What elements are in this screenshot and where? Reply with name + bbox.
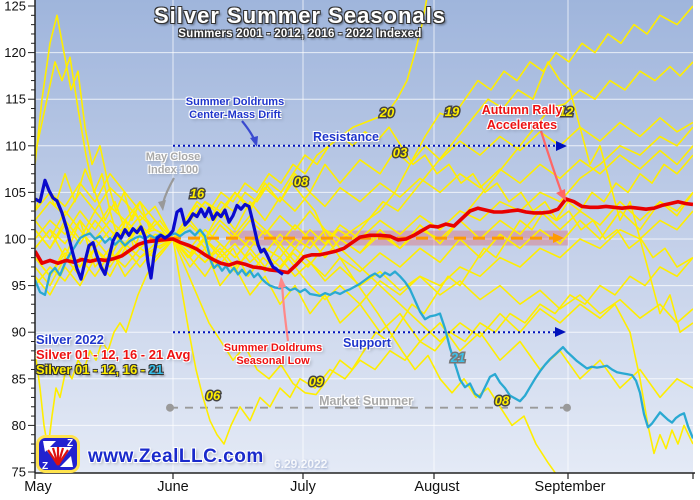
seasonal-low-arrow-head [278, 276, 286, 288]
seasonal-low-arrow [280, 284, 290, 342]
annotation-may-close: May Close Index 100 [145, 151, 201, 177]
zeal-logo: Z Z [36, 435, 80, 473]
annotation-summer-doldrums-drift: Summer Doldrums Center-Mass Drift [185, 96, 285, 122]
y-tick-label: 120 [4, 45, 26, 60]
y-tick-label: 95 [12, 278, 26, 293]
y-tick-label: 80 [12, 418, 26, 433]
y-tick-label: 125 [4, 0, 26, 14]
series-2022 [35, 178, 284, 281]
market-summer-line-dot [166, 403, 174, 412]
market-summer-line-dot [563, 403, 571, 412]
autumn-rally-arrow [539, 130, 564, 195]
year-label-03: 03 [393, 145, 408, 160]
annotation-market-summer: Market Summer [319, 394, 413, 408]
series-2012 [35, 61, 693, 259]
year-label-19: 19 [445, 104, 460, 119]
year-label-08: 08 [294, 174, 309, 189]
website-link[interactable]: www.ZealLLC.com [88, 446, 264, 467]
annotation-seasonal-low: Summer Doldrums Seasonal Low [223, 342, 323, 368]
year-label-21: 21 [450, 350, 465, 365]
series-2005 [35, 173, 693, 278]
series-2021 [35, 228, 693, 439]
page-subtitle: Summers 2001 - 2012, 2016 - 2022 Indexed [178, 28, 422, 40]
autumn-rally-arrow-head [556, 189, 566, 201]
series-2011 [35, 14, 693, 334]
x-tick-label: July [290, 479, 317, 495]
legend-year-21: 21 [148, 362, 164, 377]
annotation-support: Support [343, 336, 391, 350]
x-tick-label: June [157, 479, 188, 495]
series-2020 [35, 0, 428, 240]
series-2002 [35, 145, 693, 296]
series-2003 [35, 117, 693, 250]
y-tick-label: 85 [12, 371, 26, 386]
y-tick-label: 115 [5, 92, 26, 107]
svg-text:Z: Z [67, 438, 73, 449]
y-tick-label: 100 [4, 232, 26, 247]
series-avg [35, 197, 693, 275]
page-title: Silver Summer Seasonals [153, 3, 447, 28]
year-label-16: 16 [190, 186, 205, 201]
legend-silver-years: Silver 01 - 12, 16 - 21 [36, 362, 164, 377]
series-2010 [35, 126, 693, 287]
resistance-line-arrowhead [556, 141, 567, 151]
series-2001 [35, 219, 693, 399]
drift-arrow-line-arrowhead [553, 233, 564, 243]
legend-silver-2022: Silver 2022 [36, 332, 104, 347]
x-tick-label: September [535, 479, 606, 495]
x-tick-label: August [414, 479, 459, 495]
svg-text:Z: Z [42, 461, 48, 472]
annotation-autumn-rally: Autumn Rally Accelerates [481, 103, 563, 132]
y-tick-label: 105 [4, 185, 26, 200]
chart-date: 6.29.2022 [274, 457, 328, 471]
year-label-08: 08 [495, 393, 510, 408]
series-2009 [35, 154, 693, 396]
y-tick-label: 75 [12, 465, 26, 480]
year-label-12: 12 [559, 104, 574, 119]
legend-silver-avg: Silver 01 - 12, 16 - 21 Avg [36, 347, 191, 362]
y-tick-label: 110 [5, 138, 26, 153]
drift-callout-arrow-head [250, 136, 258, 147]
series-2018 [35, 219, 693, 324]
annotation-resistance: Resistance [312, 130, 379, 144]
y-tick-label: 90 [12, 325, 26, 340]
year-label-20: 20 [379, 105, 395, 120]
year-label-09: 09 [309, 374, 324, 389]
year-label-06: 06 [206, 388, 221, 403]
x-tick-label: May [24, 479, 52, 495]
may-close-arrow-head [158, 200, 166, 211]
series-2016 [35, 126, 693, 268]
support-line-arrowhead [555, 327, 566, 337]
series-2017 [35, 210, 693, 306]
